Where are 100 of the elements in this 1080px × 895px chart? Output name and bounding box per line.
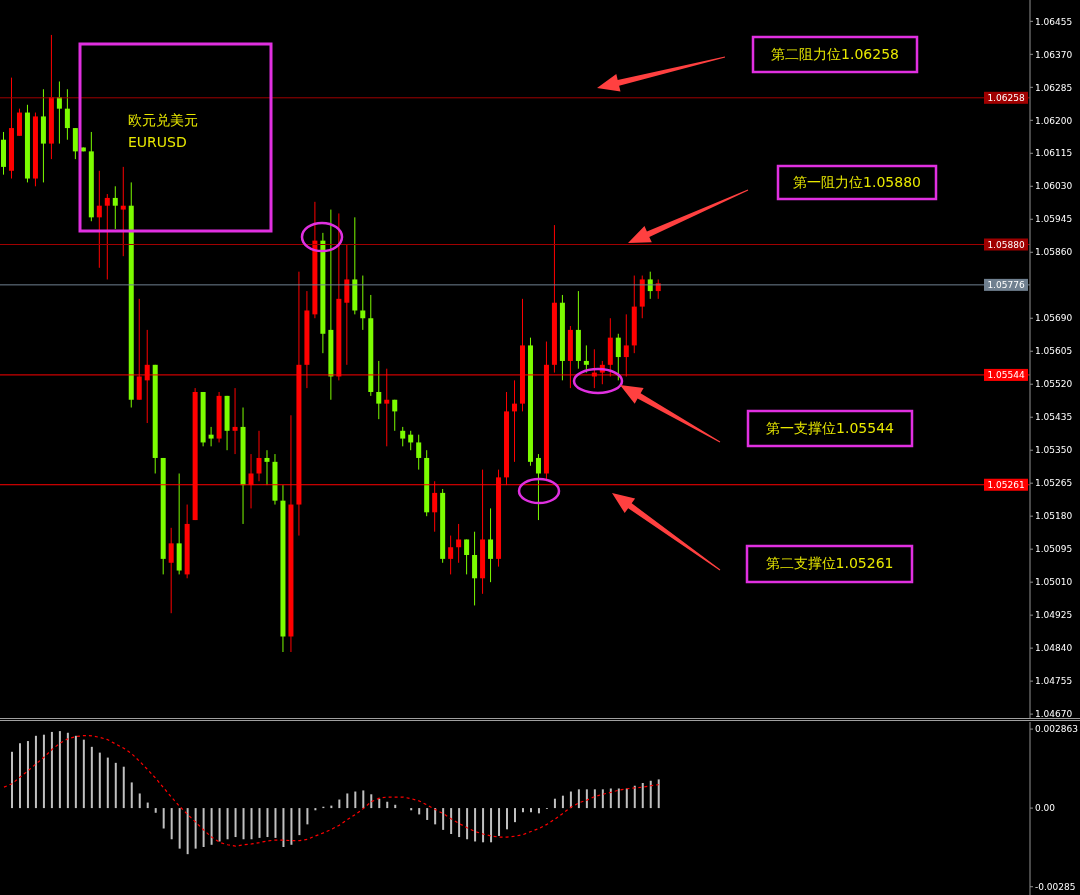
bar [561,795,564,809]
candlestick [408,430,414,451]
y-tick-label: 1.05860 [1035,247,1073,258]
candlestick [208,426,214,447]
candlestick [392,399,398,432]
bar [178,808,181,849]
y-tick-label: -0.00285 [1035,881,1076,892]
ref-line-label: 1.05776 [987,279,1025,290]
y-tick-label: 1.04755 [1035,676,1073,687]
bar [657,779,660,809]
bar [282,808,285,847]
bar [130,782,133,809]
bar [609,788,612,809]
candlestick [376,360,382,420]
bar [601,789,604,809]
y-tick-label: 1.05605 [1035,346,1073,357]
bar [450,808,453,835]
bar [50,731,53,809]
bar [426,808,429,820]
bar [306,808,309,825]
bar [514,808,517,823]
bar [58,731,61,809]
y-tick-label: 1.05010 [1035,577,1073,588]
bar [290,808,293,845]
bar [362,790,365,809]
y-tick-label: 1.05945 [1035,214,1073,225]
bar [593,789,596,809]
bar [18,743,21,809]
bar [170,808,173,840]
bar [194,808,197,849]
y-tick-label: 1.05690 [1035,313,1073,324]
bar [242,808,245,840]
bar [649,780,652,809]
bar [218,808,221,842]
bar [274,808,277,838]
bar [314,808,317,811]
candlestick [96,170,102,269]
candlestick [344,244,350,366]
line-series [3,734,660,847]
candlestick [488,507,494,583]
bar [82,739,85,809]
bar [298,808,301,836]
bar [418,808,421,815]
bar [529,808,532,813]
candlestick [583,344,589,374]
ref-line-label: 1.05880 [987,239,1025,250]
bar [466,808,469,840]
bar [442,808,445,830]
bar [114,762,117,809]
y-tick-label: 1.05265 [1035,478,1073,489]
bar [210,808,213,845]
candlestick [64,88,70,141]
y-tick-label: 1.04925 [1035,610,1073,621]
y-tick-label: 1.05180 [1035,511,1073,522]
candlestick [535,453,541,521]
bar [585,789,588,809]
bar [66,732,69,809]
bar [226,808,229,840]
bar [641,782,644,809]
bar [386,801,389,809]
candlestick [464,538,470,575]
y-tick-label: 1.06285 [1035,82,1073,93]
candlestick [56,81,62,145]
y-tick-label: 1.06115 [1035,148,1073,159]
bar [474,808,477,842]
bar [633,785,636,809]
y-tick-label: 1.05095 [1035,544,1073,555]
candlestick [16,108,22,137]
bar [106,757,109,809]
bar [490,808,493,843]
bar [410,808,413,811]
y-tick-label: 1.06030 [1035,181,1073,192]
bar [138,793,141,809]
bar [482,808,485,843]
y-tick-label: 1.06455 [1035,16,1073,27]
bar [577,789,580,809]
text: 欧元兑美元 [128,112,198,130]
bar [74,735,77,809]
bar [338,799,341,809]
bar [186,808,189,855]
candlestick [456,523,462,564]
bar [10,751,13,809]
bar [625,788,628,809]
bar [26,741,29,809]
y-tick-label: 1.04670 [1035,709,1073,720]
candlestick [72,127,78,160]
candlestick [104,193,110,280]
bar [458,808,461,838]
candlestick [400,426,406,447]
ref-line-label: 1.06258 [987,92,1025,103]
bar [234,808,237,838]
bar [98,752,101,809]
candlestick [264,449,270,486]
bar [553,798,556,809]
bar [258,808,261,838]
y-tick-label: 1.05520 [1035,379,1073,390]
y-tick-label: 1.05435 [1035,412,1073,423]
bar [354,791,357,809]
y-tick-label: 1.05350 [1035,445,1073,456]
candlestick [168,527,174,614]
